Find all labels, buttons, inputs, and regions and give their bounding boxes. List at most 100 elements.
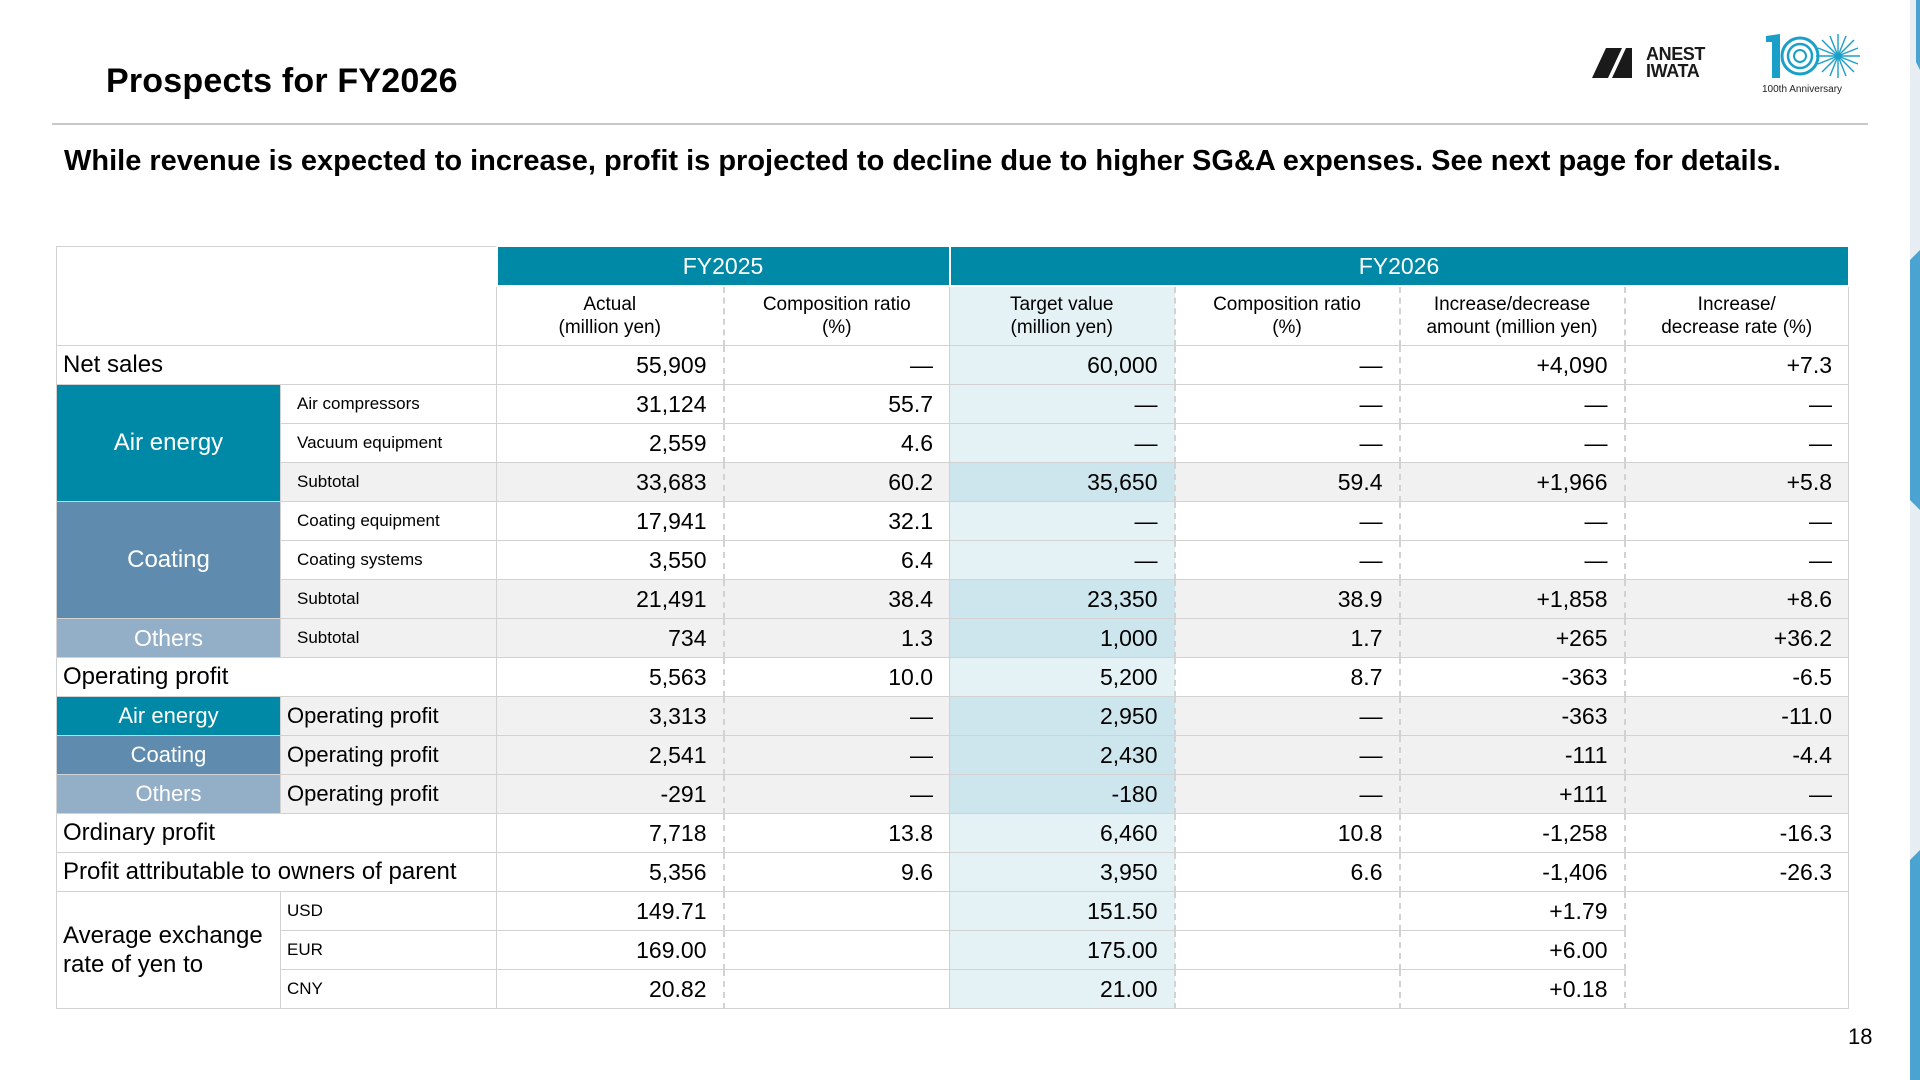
cell-value: +36.2 bbox=[1624, 618, 1849, 658]
cell-value: — bbox=[1174, 423, 1401, 463]
cell-value: 2,541 bbox=[496, 735, 725, 775]
table-row: Profit attributable to owners of parent … bbox=[56, 852, 1849, 892]
table-row: Ordinary profit 7,718 13.8 6,460 10.8 -1… bbox=[56, 813, 1849, 853]
cell-value: 38.9 bbox=[1174, 579, 1401, 619]
row-label-air-compressors: Air compressors bbox=[280, 384, 497, 424]
cell-value bbox=[1174, 891, 1401, 931]
anniversary-logo: 100th Anniversary bbox=[1760, 30, 1870, 100]
cell-value: 1,000 bbox=[949, 618, 1176, 658]
cell-value: -26.3 bbox=[1624, 852, 1849, 892]
cell-value: +6.00 bbox=[1399, 930, 1626, 970]
cell-value: -111 bbox=[1399, 735, 1626, 775]
cell-value: 10.8 bbox=[1174, 813, 1401, 853]
table-row: Coating systems 3,550 6.4 — — — — bbox=[57, 540, 1849, 580]
table-row: Operating profit 5,563 10.0 5,200 8.7 -3… bbox=[56, 657, 1849, 697]
cell-value: 6.4 bbox=[723, 540, 950, 580]
header-row-columns: Actual (million yen) Composition ratio (%)… bbox=[57, 285, 1849, 346]
cell-value: — bbox=[1399, 423, 1626, 463]
row-label-subtotal: Subtotal bbox=[280, 579, 497, 619]
cell-value: 20.82 bbox=[496, 969, 725, 1009]
row-label-eur: EUR bbox=[280, 930, 497, 970]
table-row-subtotal: Subtotal 21,491 38.4 23,350 38.9 +1,858 … bbox=[57, 579, 1849, 619]
row-label-coating-equipment: Coating equipment bbox=[280, 501, 497, 541]
prospects-table: FY2025 FY2026 Actual (million yen) Compos… bbox=[56, 245, 1850, 1009]
cell-value: — bbox=[1624, 540, 1849, 580]
table-row: Net sales 55,909 — 60,000 — +4,090 +7.3 bbox=[56, 345, 1849, 385]
logo-wordmark: ANEST IWATA bbox=[1646, 45, 1705, 81]
cell-value: 33,683 bbox=[496, 462, 725, 502]
cell-value bbox=[1174, 930, 1401, 970]
header-fy2025: FY2025 bbox=[495, 245, 951, 287]
table-row: CNY 20.82 21.00 +0.18 bbox=[57, 969, 1849, 1009]
cell-value: 31,124 bbox=[496, 384, 725, 424]
row-label-operating-profit: Operating profit bbox=[280, 735, 497, 775]
cell-value: +8.6 bbox=[1624, 579, 1849, 619]
anest-iwata-logo: ANEST IWATA bbox=[1592, 42, 1728, 86]
cell-value: +7.3 bbox=[1624, 345, 1849, 385]
table-row: Air energy Operating profit 3,313 — 2,95… bbox=[56, 696, 1849, 736]
cell-value: +0.18 bbox=[1399, 969, 1626, 1009]
header-actual: Actual (million yen) bbox=[496, 285, 725, 346]
row-label-vacuum-equipment: Vacuum equipment bbox=[280, 423, 497, 463]
row-label-subtotal: Subtotal bbox=[280, 618, 497, 658]
cell-value: — bbox=[1174, 540, 1401, 580]
cell-value: +265 bbox=[1399, 618, 1626, 658]
cell-value: 55.7 bbox=[723, 384, 950, 424]
cell-value: 60,000 bbox=[949, 345, 1176, 385]
row-label-operating-profit: Operating profit bbox=[56, 657, 497, 697]
cell-value: — bbox=[1174, 501, 1401, 541]
cell-value: -11.0 bbox=[1624, 696, 1849, 736]
cell-value: 7,718 bbox=[496, 813, 725, 853]
segment-label-air-energy: Air energy bbox=[56, 384, 281, 502]
cell-value: — bbox=[1174, 735, 1401, 775]
cell-value: 21.00 bbox=[949, 969, 1176, 1009]
anest-iwata-mark-icon bbox=[1592, 48, 1632, 78]
cell-value: 5,563 bbox=[496, 657, 725, 697]
cell-value: — bbox=[723, 696, 950, 736]
logo-text-iwata: IWATA bbox=[1646, 61, 1700, 81]
header-increase-amount: Increase/decrease amount (million yen) bbox=[1399, 285, 1626, 346]
cell-value: -4.4 bbox=[1624, 735, 1849, 775]
anniversary-100-icon bbox=[1766, 34, 1860, 78]
cell-value: — bbox=[723, 735, 950, 775]
segment-label-others: Others bbox=[56, 774, 281, 814]
cell-value bbox=[723, 969, 950, 1009]
row-label-exchange-rate: Average exchange rate of yen to bbox=[56, 891, 281, 1009]
cell-value: 9.6 bbox=[723, 852, 950, 892]
header-empty-cell bbox=[56, 245, 497, 346]
row-label-profit-attributable: Profit attributable to owners of parent bbox=[56, 852, 497, 892]
cell-value: 2,430 bbox=[949, 735, 1176, 775]
cell-value: 151.50 bbox=[949, 891, 1176, 931]
cell-value: — bbox=[1624, 774, 1849, 814]
cell-value: 2,559 bbox=[496, 423, 725, 463]
cell-value: -291 bbox=[496, 774, 725, 814]
segment-label-coating: Coating bbox=[56, 501, 281, 619]
cell-value: — bbox=[1399, 384, 1626, 424]
cell-value: 169.00 bbox=[496, 930, 725, 970]
row-label-subtotal: Subtotal bbox=[280, 462, 497, 502]
cell-value: 149.71 bbox=[496, 891, 725, 931]
cell-value: 35,650 bbox=[949, 462, 1176, 502]
table-row: Coating Coating equipment 17,941 32.1 — … bbox=[56, 501, 1849, 619]
cell-value: 2,950 bbox=[949, 696, 1176, 736]
row-label-ordinary-profit: Ordinary profit bbox=[56, 813, 497, 853]
cell-value: +4,090 bbox=[1399, 345, 1626, 385]
row-label-usd: USD bbox=[280, 891, 497, 931]
header-row-years: FY2025 FY2026 bbox=[56, 245, 1850, 346]
page-number: 18 bbox=[1848, 1024, 1873, 1049]
cell-value: -16.3 bbox=[1624, 813, 1849, 853]
cell-value: -363 bbox=[1399, 696, 1626, 736]
cell-value: — bbox=[723, 774, 950, 814]
cell-value: 17,941 bbox=[496, 501, 725, 541]
row-label-net-sales: Net sales bbox=[56, 345, 497, 385]
cell-value: — bbox=[1399, 501, 1626, 541]
table-row: Others Operating profit -291 — -180 — +1… bbox=[56, 774, 1849, 814]
anniversary-caption: 100th Anniversary bbox=[1762, 84, 1843, 95]
row-label-cny: CNY bbox=[280, 969, 497, 1009]
cell-value: +111 bbox=[1399, 774, 1626, 814]
table-row: Air energy Air compressors 31,124 55.7 —… bbox=[56, 384, 1849, 502]
cell-value: 10.0 bbox=[723, 657, 950, 697]
cell-value: — bbox=[1174, 774, 1401, 814]
table-row-subtotal: Others Subtotal 734 1.3 1,000 1.7 +265 +… bbox=[56, 618, 1849, 658]
right-edge-decoration bbox=[1910, 0, 1920, 1080]
